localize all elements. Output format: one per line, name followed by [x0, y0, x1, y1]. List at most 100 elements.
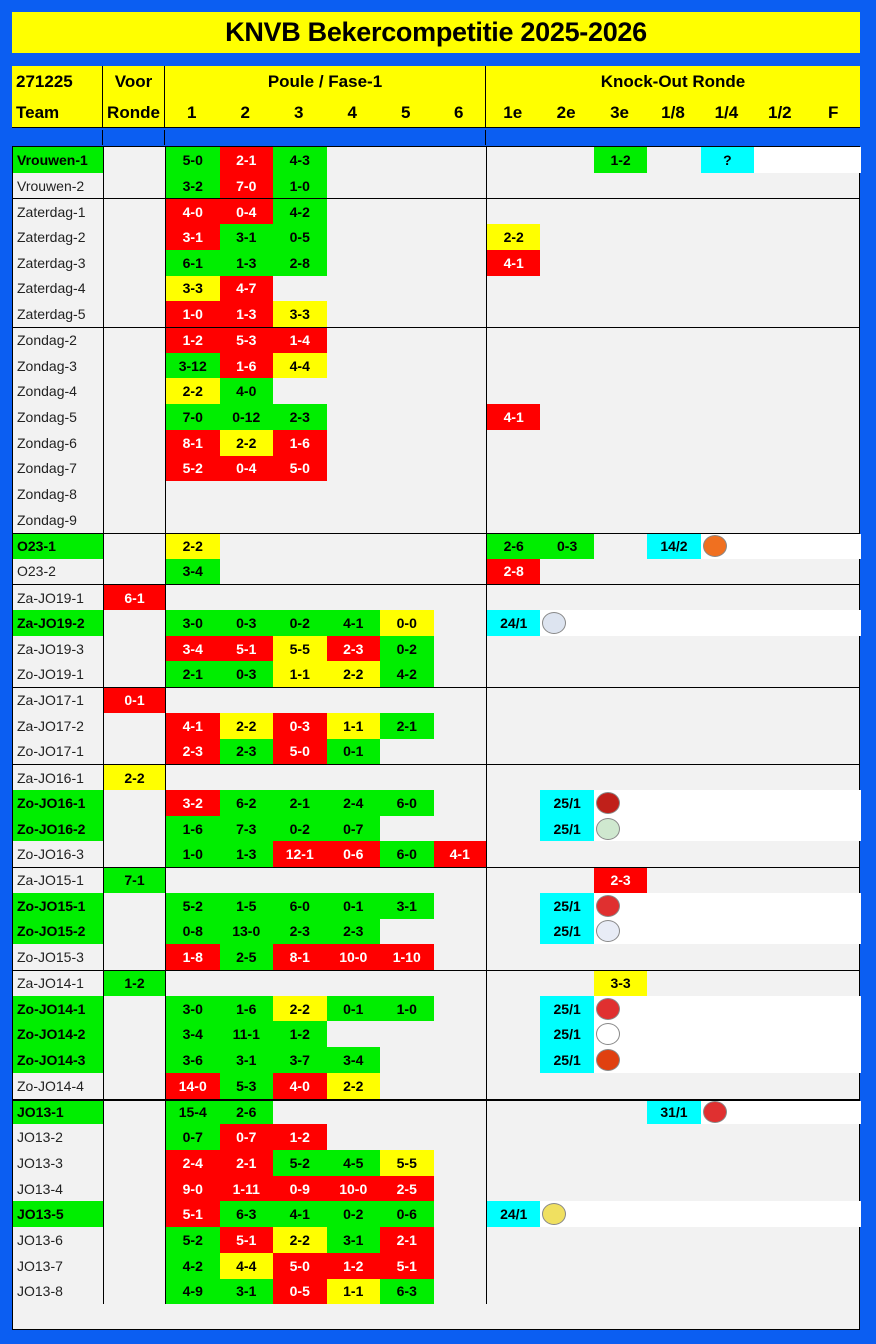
knockout-empty — [647, 1227, 700, 1253]
poule-score — [327, 1021, 381, 1047]
knockout-empty — [647, 609, 701, 636]
poule-score — [434, 404, 487, 430]
knockout-empty — [594, 378, 647, 404]
poule-score: 0-4 — [219, 199, 273, 225]
knockout-empty — [487, 944, 540, 970]
knockout-empty — [808, 1073, 861, 1099]
table-row: Za-JO19-2 3-0 0-3 0-2 4-1 0-0 24/1 — [13, 609, 861, 636]
table-row: Zo-JO16-1 3-2 6-2 2-1 2-4 6-0 25/1 — [13, 789, 861, 816]
poule-column-header: 6 — [433, 97, 486, 128]
poule-score: 1-8 — [166, 944, 220, 970]
knockout-empty — [594, 250, 647, 276]
team-name: JO13-1 — [13, 1100, 104, 1125]
voorronde-score — [104, 1047, 166, 1073]
poule-score — [380, 585, 434, 610]
poule-score: 1-11 — [219, 1175, 273, 1202]
poule-score — [380, 456, 434, 482]
team-name: Za-JO17-1 — [13, 688, 104, 713]
knockout-empty — [808, 199, 861, 224]
knockout-empty — [594, 739, 647, 765]
poule-score: 5-1 — [380, 1252, 434, 1279]
table-row: O23-2 3-4 2-8 — [13, 558, 861, 585]
poule-score: 0-1 — [326, 892, 380, 919]
voorronde-score — [104, 609, 166, 636]
team-name: Zaterdag-1 — [13, 199, 104, 225]
knockout-empty — [540, 971, 593, 996]
team-name: Zo-JO14-2 — [13, 1021, 104, 1048]
voorronde-score — [104, 1201, 166, 1228]
knockout-empty — [701, 739, 754, 765]
team-name: Zo-JO16-2 — [13, 815, 104, 842]
knockout-empty — [700, 1021, 755, 1048]
poule-score — [327, 971, 381, 996]
knockout-empty — [594, 661, 647, 687]
knockout-empty — [594, 1279, 647, 1305]
knockout-empty — [754, 404, 807, 430]
knockout-empty — [487, 173, 540, 199]
knockout-empty — [647, 456, 700, 482]
table-row: Zo-JO15-3 1-8 2-5 8-1 10-0 1-10 — [13, 944, 859, 970]
knockout-empty — [701, 971, 754, 996]
knockout-empty — [807, 815, 861, 842]
knockout-empty — [540, 944, 593, 970]
knockout-score: 2-2 — [487, 224, 541, 250]
knockout-empty — [754, 276, 807, 302]
poule-score: 4-5 — [326, 1150, 380, 1176]
knockout-empty — [808, 481, 861, 507]
poule-score: 2-2 — [219, 712, 273, 739]
poule-score — [380, 816, 434, 842]
knockout-empty — [647, 481, 700, 507]
knockout-score: 25/1 — [540, 1021, 594, 1048]
team-name: Zondag-4 — [13, 378, 104, 405]
poule-score: 2-6 — [219, 1100, 273, 1125]
knockout-score: 2-6 — [487, 533, 541, 559]
poule-score — [380, 173, 434, 199]
knockout-empty — [647, 250, 700, 276]
poule-score — [166, 765, 220, 790]
team-name: Zo-JO15-1 — [13, 892, 104, 919]
poule-score — [380, 328, 434, 353]
knockout-empty — [594, 1124, 647, 1150]
knockout-empty — [487, 1253, 540, 1279]
poule-score — [327, 224, 381, 250]
knockout-empty — [540, 430, 593, 456]
knockout-empty — [808, 1253, 861, 1279]
club-logo-icon — [595, 1023, 620, 1046]
poule-score: 2-1 — [273, 789, 327, 816]
knockout-empty — [754, 224, 807, 250]
knockout-empty — [647, 661, 700, 687]
poule-score: 2-2 — [166, 378, 220, 405]
knockout-empty — [647, 918, 701, 945]
poule-score — [434, 1278, 487, 1305]
knockout-empty — [808, 841, 861, 867]
knockout-empty — [754, 609, 808, 636]
poule-score: 1-3 — [219, 841, 273, 868]
table-row: Zo-JO16-2 1-6 7-3 0-2 0-7 25/1 — [13, 815, 861, 842]
poule-score: 3-6 — [166, 1047, 220, 1073]
knockout-empty — [701, 224, 754, 250]
knockout-empty — [487, 1176, 540, 1202]
knockout-heading: Knock-Out Ronde — [600, 71, 746, 91]
poule-score: 2-2 — [326, 661, 380, 688]
knockout-empty — [754, 944, 807, 970]
poule-heading: Poule / Fase-1 — [165, 66, 486, 97]
knockout-empty — [701, 636, 754, 662]
knockout-empty — [701, 765, 754, 790]
knockout-empty — [540, 713, 593, 739]
knockout-empty — [808, 559, 861, 585]
poule-score: 3-3 — [273, 301, 327, 328]
knockout-empty — [487, 713, 540, 739]
poule-score: 13-0 — [219, 918, 273, 945]
poule-score — [327, 250, 381, 276]
knockout-empty — [754, 1253, 807, 1279]
knockout-empty — [647, 301, 700, 327]
knockout-empty — [594, 199, 647, 224]
table-row: JO13-8 4-9 3-1 0-5 1-1 6-3 — [13, 1278, 859, 1305]
poule-score: 2-3 — [219, 738, 273, 765]
knockout-empty — [701, 1124, 754, 1150]
knockout-score: 4-1 — [487, 249, 541, 276]
knockout-column-header: 1/2 — [768, 102, 792, 122]
knockout-empty — [808, 739, 861, 765]
knockout-empty — [808, 301, 861, 327]
voorronde-score — [104, 712, 166, 739]
